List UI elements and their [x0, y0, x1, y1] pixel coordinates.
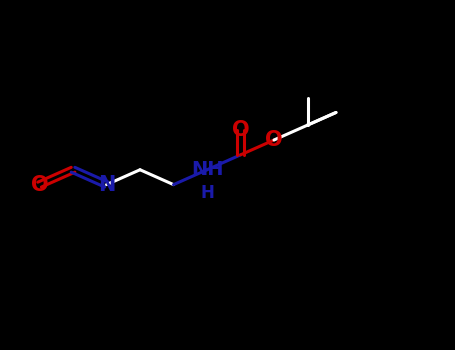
Text: O: O [232, 120, 249, 140]
Text: NH: NH [191, 160, 223, 179]
Text: O: O [31, 175, 48, 195]
Text: O: O [265, 130, 283, 150]
Text: H: H [200, 183, 214, 202]
Text: N: N [98, 175, 115, 195]
